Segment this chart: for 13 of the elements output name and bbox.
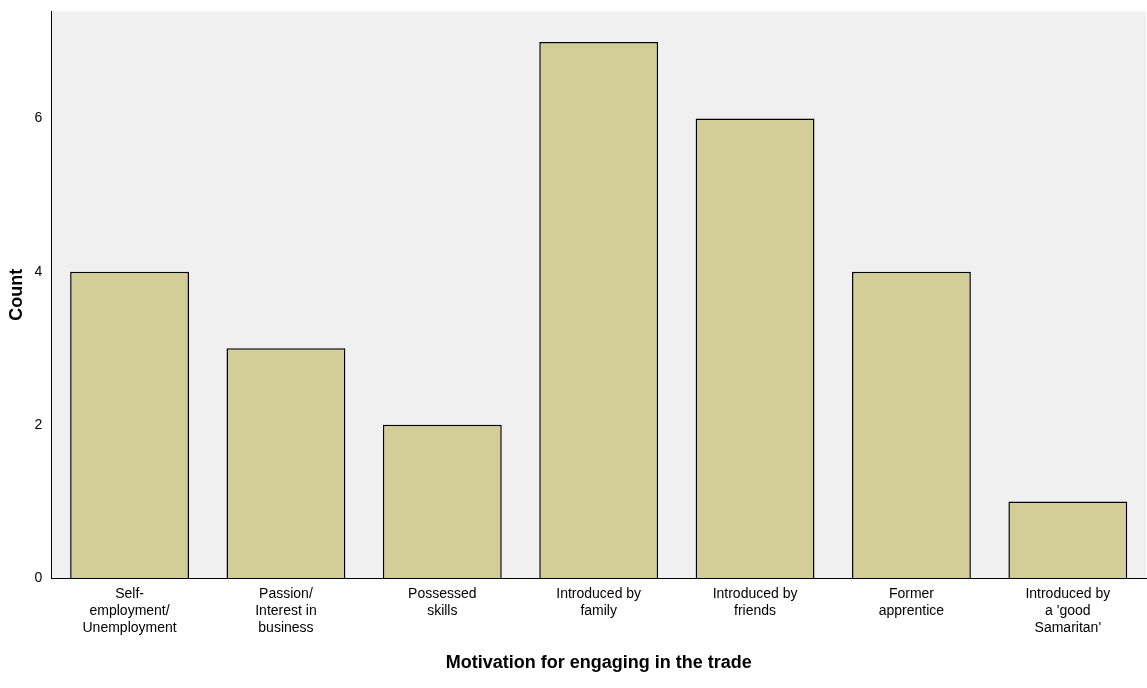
- x-tick-label: Introduced by friends: [712, 585, 798, 619]
- x-tick-label: Possessed skills: [408, 585, 477, 619]
- y-tick-label: 2: [34, 415, 43, 432]
- x-tick-label: Self- employment/ Unemployment: [82, 585, 177, 635]
- x-tick-label: Introduced by a 'good Samaritan': [1025, 585, 1111, 635]
- y-tick-label: 6: [34, 109, 43, 126]
- y-tick-label: 0: [34, 568, 43, 585]
- x-tick-label: Introduced by family: [556, 585, 642, 619]
- x-tick-label: Former apprentice: [878, 585, 945, 619]
- x-axis-title: Motivation for engaging in the trade: [445, 652, 752, 673]
- y-axis-title: Count: [5, 268, 26, 321]
- y-tick-label: 4: [34, 262, 43, 279]
- x-tick-label: Passion/ Interest in business: [255, 585, 317, 635]
